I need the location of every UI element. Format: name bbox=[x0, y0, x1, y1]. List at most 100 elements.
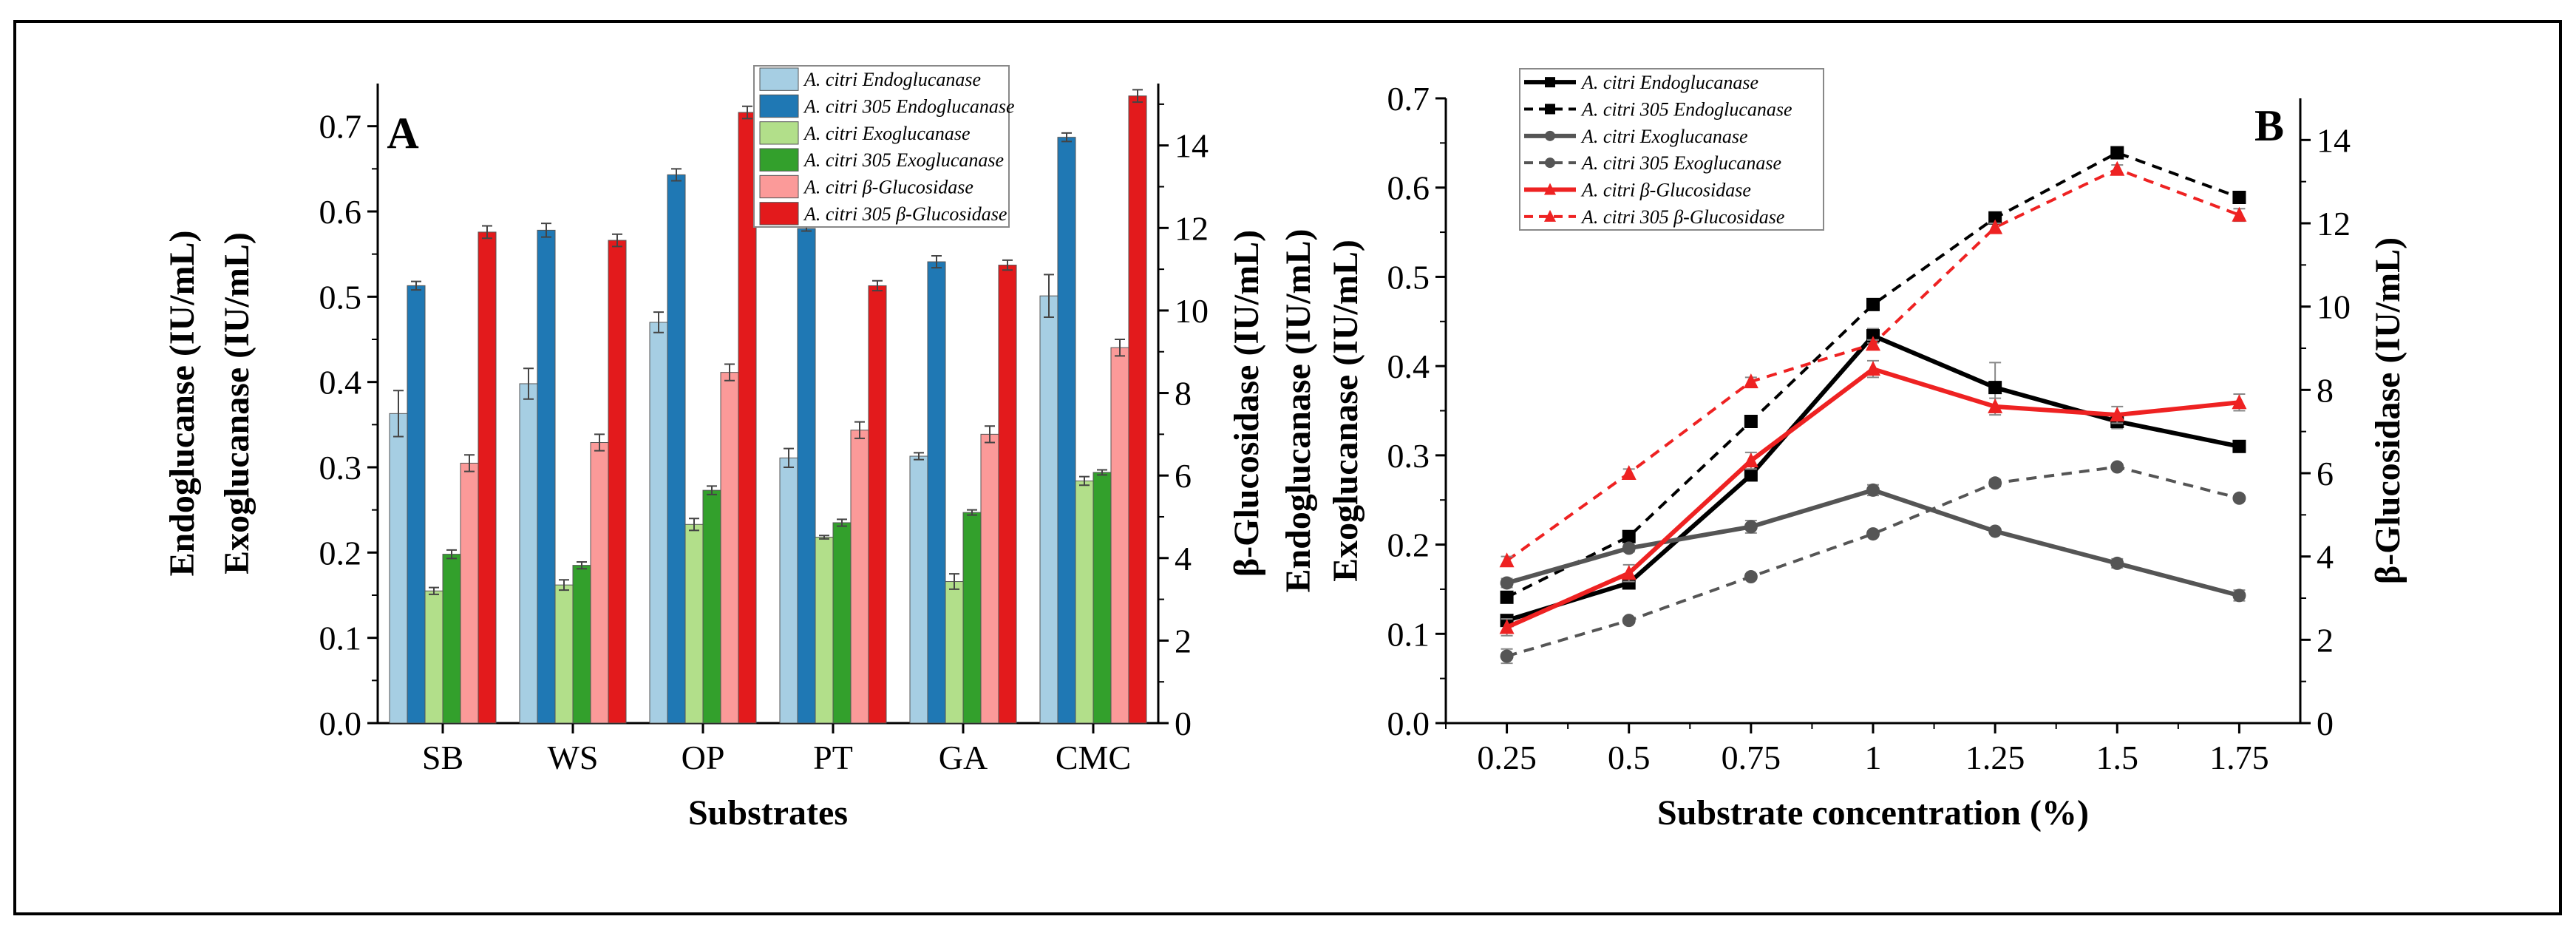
triangle-marker bbox=[2110, 407, 2125, 422]
bar bbox=[407, 285, 426, 724]
error-bar bbox=[1132, 89, 1143, 104]
y-tick-label: 0.1 bbox=[319, 620, 362, 657]
error-bar bbox=[1115, 339, 1125, 357]
legend-swatch bbox=[759, 202, 799, 226]
circle-marker bbox=[1744, 570, 1758, 584]
x-axis-title: Substrates bbox=[688, 793, 848, 833]
square-marker bbox=[2232, 190, 2246, 204]
legend-label: A. citri Exoglucanase bbox=[1580, 126, 1748, 147]
x-tick-label: GA bbox=[939, 739, 988, 776]
y-tick-label: 0.0 bbox=[1387, 705, 1430, 742]
bar bbox=[797, 228, 816, 724]
circle-marker bbox=[1622, 541, 1636, 555]
panel-label: A bbox=[387, 109, 418, 157]
circle-marker bbox=[1545, 130, 1555, 141]
x-tick-label: 1.75 bbox=[2209, 739, 2269, 776]
bar bbox=[460, 462, 479, 724]
bar bbox=[832, 522, 852, 724]
bar bbox=[815, 537, 834, 724]
legend-box bbox=[753, 65, 1010, 228]
error-bar bbox=[1097, 469, 1107, 476]
circle-marker bbox=[1866, 483, 1880, 497]
error-bar bbox=[985, 425, 995, 444]
square-marker bbox=[1866, 329, 1880, 343]
error-bar bbox=[724, 363, 735, 382]
x-axis-title: Substrate concentration (%) bbox=[1657, 793, 2089, 833]
circle-marker bbox=[1988, 524, 2002, 538]
error-bar bbox=[446, 549, 457, 560]
square-marker bbox=[1866, 297, 1880, 311]
legend-label: A. citri 305 β-Glucosidase bbox=[803, 203, 1007, 225]
square-marker bbox=[1622, 529, 1636, 543]
legend-label: A. citri 305 Exoglucanase bbox=[803, 149, 1004, 171]
legend-swatch bbox=[759, 94, 799, 118]
y-right-axis-title: β-Glucosidase (IU/mL) bbox=[2368, 237, 2407, 584]
error-bar bbox=[482, 225, 492, 240]
error-bar bbox=[914, 452, 924, 461]
error-bar bbox=[689, 518, 699, 532]
bar bbox=[868, 285, 887, 724]
y-right-tick-label: 12 bbox=[1175, 209, 1209, 247]
y-tick-label: 0.6 bbox=[1387, 169, 1430, 207]
triangle-marker bbox=[1743, 373, 1758, 389]
y-right-tick-label: 4 bbox=[2317, 538, 2334, 576]
bar bbox=[667, 174, 686, 724]
x-tick-label: 0.5 bbox=[1608, 739, 1651, 776]
figure-border bbox=[13, 20, 2562, 915]
triangle-marker bbox=[1544, 183, 1556, 195]
error-bar bbox=[837, 518, 847, 527]
bar bbox=[519, 383, 538, 724]
bar bbox=[389, 413, 408, 724]
error-bar bbox=[707, 485, 717, 495]
y-right-tick-label: 8 bbox=[1175, 375, 1192, 413]
x-tick-label: 0.25 bbox=[1477, 739, 1537, 776]
error-bar bbox=[577, 561, 587, 570]
y-tick-label: 0.2 bbox=[1387, 526, 1430, 564]
bar bbox=[702, 489, 721, 724]
error-bar bbox=[949, 573, 959, 590]
square-marker bbox=[2110, 146, 2124, 160]
error-bar bbox=[523, 367, 534, 400]
triangle-marker bbox=[1988, 398, 2003, 413]
triangle-marker bbox=[1499, 619, 1515, 634]
y-right-tick-label: 12 bbox=[2317, 205, 2351, 243]
legend-label: A. citri β-Glucosidase bbox=[803, 177, 973, 198]
legend-label: A. citri Exoglucanase bbox=[803, 123, 971, 144]
triangle-marker bbox=[1621, 565, 1637, 580]
circle-marker bbox=[1500, 576, 1514, 590]
bar bbox=[998, 265, 1017, 724]
y-tick-label: 0.4 bbox=[319, 364, 362, 401]
y-tick-label: 0.0 bbox=[319, 705, 362, 742]
error-bar bbox=[464, 454, 475, 472]
legend-label: A. citri 305 Endoglucanase bbox=[1580, 99, 1792, 121]
bar bbox=[720, 372, 739, 724]
circle-marker bbox=[1622, 614, 1636, 628]
bar bbox=[1128, 95, 1147, 724]
y-tick-label: 0.4 bbox=[1387, 348, 1430, 385]
y-right-tick-label: 0 bbox=[2317, 705, 2334, 742]
triangle-marker bbox=[1499, 552, 1515, 568]
y-tick-label: 0.5 bbox=[319, 278, 362, 316]
error-bar bbox=[612, 233, 622, 248]
bar bbox=[1092, 472, 1112, 724]
bar bbox=[927, 261, 946, 724]
bar bbox=[684, 523, 704, 724]
x-tick-label: 1.25 bbox=[1965, 739, 2025, 776]
bar bbox=[980, 433, 999, 724]
circle-marker bbox=[1744, 520, 1758, 534]
legend-swatch bbox=[759, 148, 799, 172]
bar bbox=[649, 322, 668, 724]
error-bar bbox=[1044, 274, 1054, 319]
y-right-tick-label: 4 bbox=[1175, 540, 1192, 577]
y-right-tick-label: 2 bbox=[1175, 622, 1192, 660]
bar bbox=[1075, 480, 1094, 724]
y-right-tick-label: 14 bbox=[2317, 121, 2351, 159]
y-right-tick-label: 0 bbox=[1175, 705, 1192, 742]
y-right-tick-label: 6 bbox=[1175, 457, 1192, 495]
y-right-tick-label: 8 bbox=[2317, 371, 2334, 409]
triangle-marker bbox=[2232, 394, 2247, 410]
legend-swatch bbox=[759, 67, 799, 91]
y-axis-title: Exoglucanase (IU/mL) bbox=[1326, 240, 1365, 582]
square-marker bbox=[1500, 590, 1514, 604]
